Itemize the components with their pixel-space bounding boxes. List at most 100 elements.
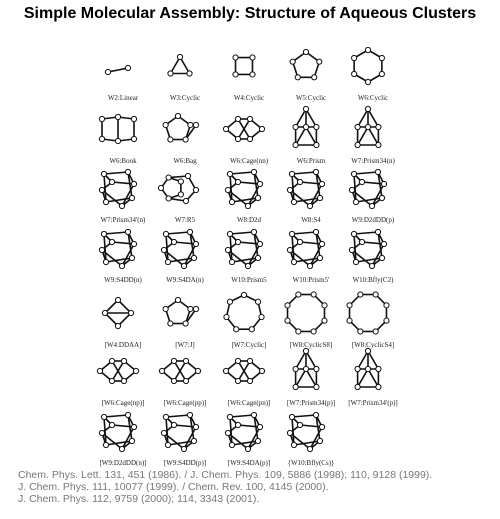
- cluster: [W7:Cyclic]: [218, 287, 280, 349]
- water-molecule: [249, 71, 256, 78]
- cluster-label: W8:D2d: [236, 216, 262, 224]
- cluster-structure-diagram: [284, 291, 328, 335]
- cluster-structure-diagram: [354, 105, 382, 149]
- water-molecule: [375, 365, 382, 373]
- water-molecule: [130, 180, 138, 188]
- water-molecule: [234, 178, 242, 186]
- water-molecule: [226, 413, 234, 421]
- cluster: [W6:Cage(np)]: [92, 345, 154, 407]
- hydrogen-bond: [231, 257, 259, 263]
- water-molecule: [321, 317, 328, 324]
- water-molecule: [348, 246, 356, 254]
- hydrogen-bond: [309, 183, 323, 207]
- hydrogen-bond: [111, 360, 125, 382]
- water-molecule: [302, 105, 310, 113]
- hydrogen-bond: [353, 171, 379, 175]
- water-molecule: [222, 125, 230, 133]
- water-molecule: [296, 178, 304, 186]
- water-molecule: [170, 357, 178, 365]
- hydrogen-bond: [168, 175, 189, 179]
- water-molecule: [357, 328, 364, 335]
- hydrogen-bond: [237, 360, 251, 382]
- water-molecule: [378, 70, 385, 78]
- cluster: [W7:J]: [154, 287, 216, 349]
- hydrogen-bond: [237, 181, 261, 185]
- water-molecule: [244, 202, 252, 210]
- water-molecule: [246, 377, 254, 385]
- cluster: [W4:DDAA]: [92, 287, 154, 349]
- hydrogen-bond: [299, 241, 323, 245]
- water-molecule: [234, 135, 242, 143]
- water-molecule: [118, 445, 126, 453]
- water-molecule: [118, 202, 126, 210]
- cluster-label: W5:Cyclic: [295, 94, 327, 102]
- hydrogen-bond: [305, 108, 318, 128]
- water-molecule: [249, 54, 256, 61]
- water-molecule: [182, 197, 190, 205]
- cluster-structure-diagram: [98, 168, 138, 210]
- cluster: W8:D2d: [218, 162, 280, 224]
- hydrogen-bond: [127, 414, 133, 442]
- water-molecule: [104, 68, 112, 76]
- hydrogen-bond: [189, 231, 195, 259]
- cluster-structure-diagram: [160, 228, 200, 270]
- cluster-label: W9:S4DA(n): [166, 276, 204, 284]
- water-molecule: [222, 367, 230, 375]
- water-molecule: [250, 228, 258, 236]
- water-molecule: [258, 125, 266, 133]
- hydrogen-bond: [253, 414, 259, 442]
- cluster-label: [W7:J]: [175, 341, 195, 349]
- hydrogen-bond: [315, 231, 321, 259]
- water-molecule: [108, 238, 116, 246]
- cluster-label: W9:S4DD(n): [104, 276, 142, 284]
- water-molecule: [98, 115, 106, 123]
- cluster-label: [W8:CyclicS8]: [289, 341, 333, 349]
- water-molecule: [364, 123, 372, 131]
- hydrogen-bond: [229, 171, 255, 175]
- hydrogen-bond: [101, 432, 123, 450]
- water-molecule: [364, 46, 372, 54]
- hydrogen-bond: [231, 440, 259, 446]
- cluster: W5:Cyclic: [280, 40, 342, 102]
- water-molecule: [128, 194, 136, 202]
- cluster: [W9:S4DD(p)]: [154, 405, 216, 467]
- hydrogen-bond: [111, 424, 135, 428]
- cluster: [W7:Prism34(p)]: [280, 345, 342, 407]
- water-molecule: [288, 170, 296, 178]
- water-molecule: [192, 186, 200, 194]
- water-molecule: [256, 240, 264, 248]
- water-molecule: [246, 357, 254, 365]
- cluster-structure-diagram: [289, 48, 323, 81]
- water-molecule: [192, 423, 200, 431]
- water-molecule: [256, 423, 264, 431]
- water-molecule: [294, 74, 301, 81]
- water-molecule: [180, 445, 188, 453]
- water-molecule: [246, 115, 254, 123]
- cluster-structure-diagram: [98, 411, 138, 453]
- cluster-structure-diagram: [104, 64, 132, 76]
- hydrogen-bond: [103, 231, 129, 235]
- water-molecule: [380, 240, 388, 248]
- cluster-structure-diagram: [223, 291, 265, 333]
- water-molecule: [316, 58, 323, 65]
- hydrogen-bond: [229, 414, 255, 418]
- water-molecule: [158, 367, 166, 375]
- water-molecule: [284, 317, 291, 324]
- hydrogen-bond: [253, 171, 259, 199]
- water-molecule: [100, 170, 108, 178]
- cluster-structure-diagram: [348, 168, 388, 210]
- water-molecule: [180, 262, 188, 270]
- water-molecule: [302, 365, 310, 373]
- cluster-label: W7:R5: [174, 216, 196, 224]
- water-molecule: [313, 365, 320, 373]
- hydrogen-bond: [294, 350, 307, 370]
- water-molecule: [130, 135, 138, 143]
- water-molecule: [162, 230, 170, 238]
- water-molecule: [256, 180, 264, 188]
- water-molecule: [128, 254, 136, 262]
- water-molecule: [288, 230, 296, 238]
- water-molecule: [292, 383, 299, 391]
- cluster-structure-diagram: [224, 228, 264, 270]
- water-molecule: [190, 254, 198, 262]
- cluster-structure-diagram: [167, 53, 193, 77]
